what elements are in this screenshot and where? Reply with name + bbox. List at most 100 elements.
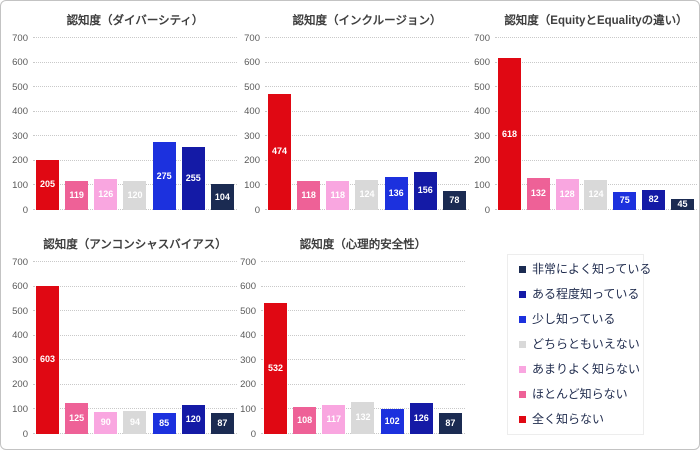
y-tick-label: 600 — [12, 57, 28, 69]
gridline — [33, 61, 237, 63]
bar-ある程度知っている: 255 — [181, 147, 205, 210]
y-axis: 0 100 200 300 400 500 600 700 — [241, 33, 265, 216]
chart-unconscious-bias: 認知度（アンコンシャスバイアス） 0 100 200 300 400 500 600 700 … — [9, 237, 237, 440]
chart-body: 0 100 200 300 400 500 600 700 205 119 126 120 275 25… — [9, 33, 237, 216]
chart-equity-vs-equality: 認知度（EquityとEqualityの違い） 0 100 200 300 400 500… — [471, 13, 697, 216]
bar-少し知っている: 85 — [152, 413, 176, 434]
bar-value-label: 90 — [100, 417, 111, 428]
legend-swatch-icon — [519, 291, 526, 298]
bar-group: 618 132 128 124 75 82 45 — [495, 38, 697, 210]
y-tick-label: 400 — [240, 330, 256, 342]
bar-ある程度知っている: 126 — [409, 403, 433, 434]
bar-value-label: 87 — [445, 417, 456, 428]
y-tick-label: 0 — [484, 204, 490, 216]
legend-item: 非常によく知っている — [519, 262, 651, 277]
legend-item: ある程度知っている — [519, 287, 643, 302]
gridline — [265, 110, 469, 112]
legend: 非常によく知っている ある程度知っている 少し知っている どちらともいえない あまりよく… — [507, 254, 651, 435]
bar-value-label: 120 — [127, 189, 143, 200]
bar-どちらともいえない: 94 — [123, 410, 147, 434]
gridline — [33, 135, 237, 137]
plot-area: 205 119 126 120 275 255 104 — [33, 37, 237, 210]
legend-label: ある程度知っている — [532, 287, 640, 301]
bar-value-label: 603 — [39, 354, 56, 365]
gridline — [33, 334, 237, 336]
bar-全く知らない: 474 — [268, 93, 291, 210]
y-tick-label: 700 — [12, 32, 28, 44]
legend-swatch-icon — [519, 391, 526, 398]
chart-title: 認知度（ダイバーシティ） — [66, 15, 204, 27]
gridline — [261, 310, 465, 312]
gridline — [33, 359, 237, 361]
bar-value-label: 78 — [449, 194, 460, 205]
gridline — [495, 110, 697, 112]
bar-少し知っている: 75 — [613, 191, 637, 210]
bar-非常によく知っている: 104 — [210, 184, 234, 210]
plot-area: 474 118 118 124 136 156 78 — [265, 37, 469, 210]
bar-少し知っている: 136 — [384, 176, 408, 210]
bar-ある程度知っている: 156 — [413, 171, 437, 210]
chart-title: 認知度（インクルージョン） — [292, 15, 442, 27]
chart-body: 0 100 200 300 400 500 600 700 618 132 128 124 75 82 4… — [471, 33, 697, 216]
gridline — [33, 37, 237, 38]
y-tick-label: 0 — [254, 204, 260, 216]
gridline — [33, 110, 237, 112]
plot-area: 603 125 90 94 85 120 87 — [33, 261, 237, 434]
bar-group: 205 119 126 120 275 255 104 — [33, 38, 237, 210]
bar-value-label: 118 — [301, 190, 316, 200]
bar-value-label: 104 — [214, 191, 230, 202]
y-tick-label: 200 — [12, 379, 28, 391]
y-tick-label: 400 — [474, 106, 490, 118]
bar-どちらともいえない: 124 — [584, 179, 608, 210]
chart-body: 0 100 200 300 400 500 600 700 532 108 117 132 102 12… — [237, 257, 465, 440]
bar-value-label: 618 — [501, 128, 518, 139]
chart-psychological-safety: 認知度（心理的安全性） 0 100 200 300 400 500 600 700 532 10… — [237, 237, 465, 440]
gridline — [261, 261, 465, 262]
legend-item: ほとんど知らない — [519, 387, 643, 402]
y-tick-label: 700 — [240, 256, 256, 268]
gridline — [33, 86, 237, 88]
y-axis: 0 100 200 300 400 500 600 700 — [9, 33, 33, 216]
bar-value-label: 156 — [417, 185, 433, 196]
bar-value-label: 87 — [217, 417, 228, 428]
bar-value-label: 82 — [648, 194, 659, 205]
legend-swatch-icon — [519, 366, 526, 373]
gridline — [265, 61, 469, 63]
chart-diversity: 認知度（ダイバーシティ） 0 100 200 300 400 500 600 700 205 1… — [9, 13, 237, 216]
bar-value-label: 128 — [559, 188, 575, 199]
gridline — [265, 159, 469, 161]
bar-少し知っている: 102 — [380, 408, 404, 434]
legend-label: 少し知っている — [532, 312, 616, 326]
gridline — [495, 61, 697, 63]
y-axis: 0 100 200 300 400 500 600 700 — [9, 257, 33, 440]
chart-body: 0 100 200 300 400 500 600 700 603 125 90 94 85 120 87 — [9, 257, 237, 440]
bar-value-label: 126 — [98, 189, 114, 200]
gridline — [33, 261, 237, 262]
bar-value-label: 132 — [355, 412, 371, 423]
bar-value-label: 124 — [359, 189, 375, 200]
y-tick-label: 200 — [12, 155, 28, 167]
y-axis: 0 100 200 300 400 500 600 700 — [471, 33, 495, 216]
y-tick-label: 500 — [12, 305, 28, 317]
y-tick-label: 300 — [12, 354, 28, 366]
gridline — [33, 310, 237, 312]
y-tick-label: 200 — [244, 155, 260, 167]
y-tick-label: 200 — [474, 155, 490, 167]
bar-非常によく知っている: 87 — [438, 412, 462, 434]
y-axis: 0 100 200 300 400 500 600 700 — [237, 257, 261, 440]
chart-inclusion: 認知度（インクルージョン） 0 100 200 300 400 500 600 700 474… — [241, 13, 469, 216]
bar-value-label: 85 — [159, 418, 170, 429]
bar-どちらともいえない: 120 — [123, 180, 147, 210]
bar-value-label: 75 — [619, 195, 630, 206]
y-tick-label: 600 — [244, 57, 260, 69]
plot-area: 532 108 117 132 102 126 87 — [261, 261, 465, 434]
bar-少し知っている: 275 — [152, 142, 176, 210]
bar-ある程度知っている: 82 — [642, 189, 666, 210]
gridline — [265, 37, 469, 38]
bar-ほとんど知らない: 132 — [526, 177, 550, 210]
y-tick-label: 700 — [244, 32, 260, 44]
bar-value-label: 102 — [384, 415, 400, 426]
gridline — [33, 159, 237, 161]
gridline — [495, 86, 697, 88]
